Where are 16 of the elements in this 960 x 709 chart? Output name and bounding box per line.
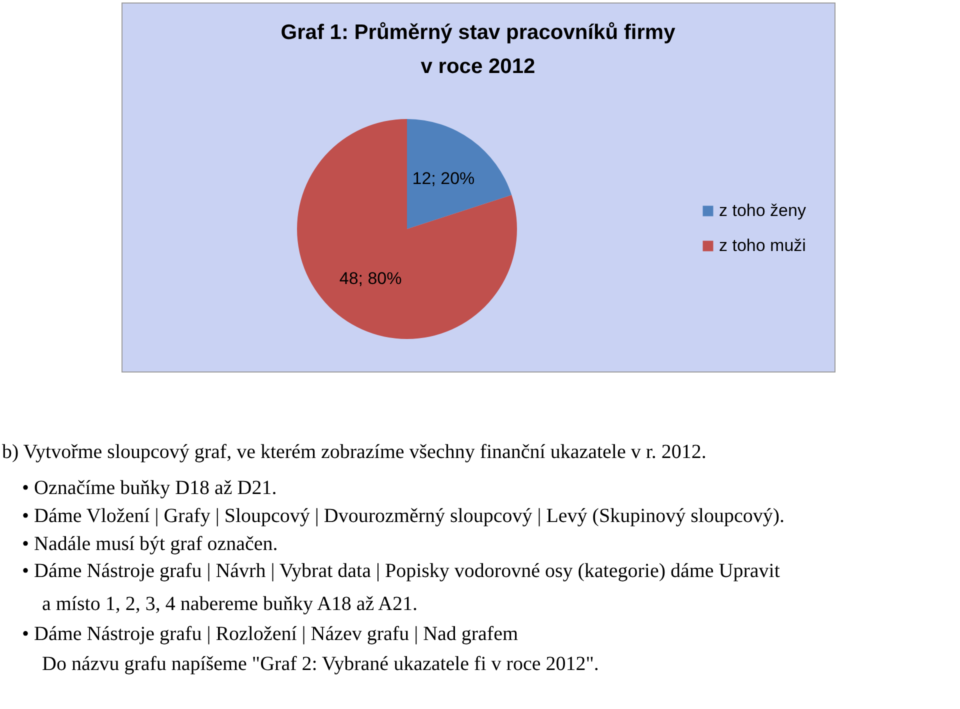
text: v roce 2012 xyxy=(420,55,536,78)
data-label: 12; 20% xyxy=(412,168,475,188)
legend-label: z toho ženy xyxy=(719,201,806,220)
text: • Nadále musí být graf označen. xyxy=(22,533,278,555)
text: • Dáme Nástroje grafu | Návrh | Vybrat data | Popisky vodorovné osy (kategorie) dáme Upravit xyxy=(22,560,780,582)
legend-label: z toho muži xyxy=(719,236,806,255)
pie-slice xyxy=(407,119,512,229)
text: Graf 1: Průměrný stav pracovníků firmy xyxy=(280,21,676,44)
data-label: 48; 80% xyxy=(339,269,402,288)
pie-slice xyxy=(297,119,517,339)
text: • Dáme Vložení | Grafy | Sloupcový | Dvourozměrný sloupcový | Levý (Skupinový sloupcový). xyxy=(22,505,785,527)
text: b) Vytvořme sloupcový graf, ve kterém zobrazíme všechny finanční ukazatele v r. 2012. xyxy=(2,441,706,463)
text: a místo 1, 2, 3, 4 nabereme buňky A18 až A21. xyxy=(42,593,418,615)
text: • Dáme Nástroje grafu | Rozložení | Název grafu | Nad grafem xyxy=(22,623,518,645)
text: • Označíme buňky D18 až D21. xyxy=(22,477,277,499)
text: Do názvu grafu napíšeme "Graf 2: Vybrané ukazatele fi v roce 2012". xyxy=(42,653,599,675)
